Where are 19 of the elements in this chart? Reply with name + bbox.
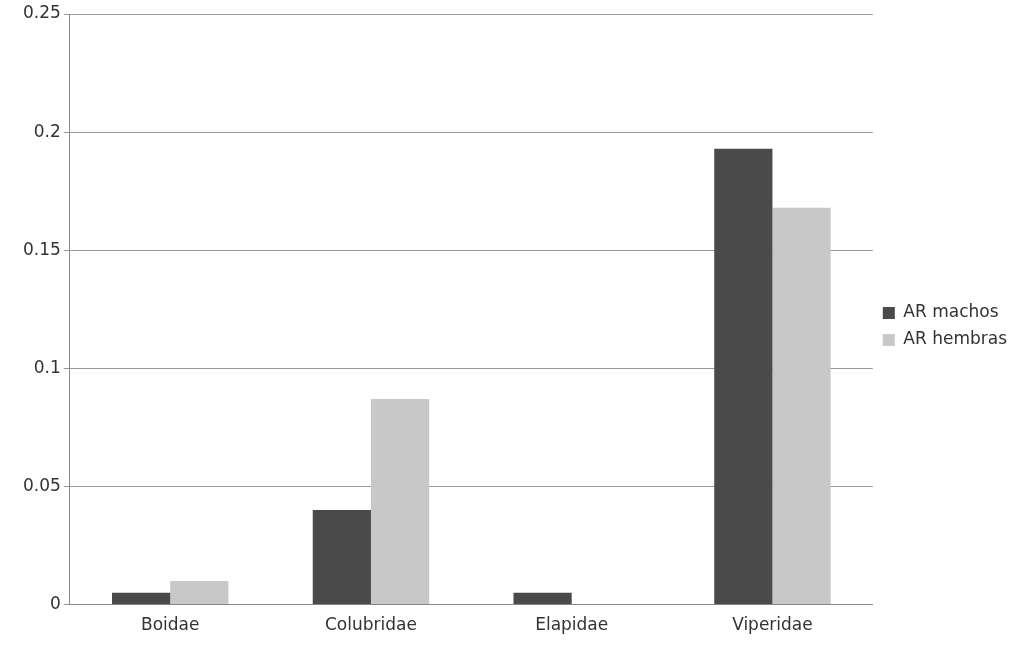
- x-tick-label: Viperidae: [732, 614, 813, 635]
- bar: [112, 592, 171, 605]
- y-tick-label: 0.25: [22, 2, 61, 23]
- y-tick-label: 0.05: [22, 474, 61, 495]
- legend-label: AR hembras: [903, 328, 1008, 349]
- x-tick-label: Boidae: [140, 614, 200, 635]
- y-tick-label: 0.2: [33, 120, 61, 141]
- bar: [370, 399, 430, 605]
- bar: [772, 207, 831, 605]
- y-tick-label: 0.1: [33, 356, 61, 377]
- x-tick-label: Colubridae: [324, 614, 417, 635]
- x-tick-label: Elapidae: [535, 614, 609, 635]
- bar: [170, 580, 229, 605]
- legend-label: AR machos: [903, 301, 999, 322]
- bar: [714, 148, 773, 605]
- bar: [513, 592, 572, 605]
- bar: [312, 510, 371, 605]
- y-tick-label: 0.15: [22, 238, 61, 259]
- y-tick-label: 0: [50, 593, 61, 614]
